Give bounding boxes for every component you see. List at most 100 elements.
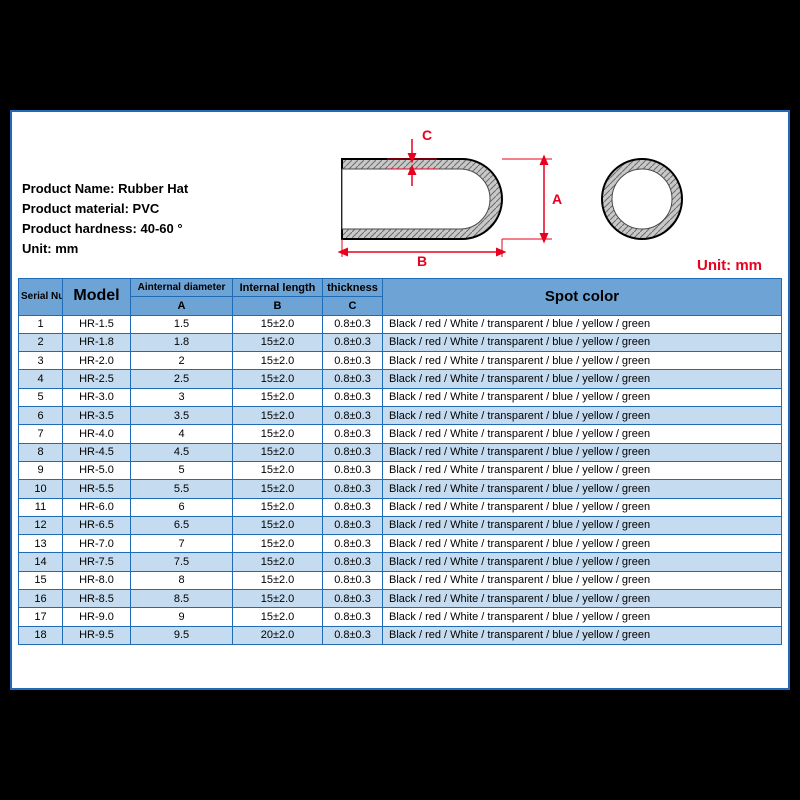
spot-cell: Black / red / White / transparent / blue… — [383, 443, 782, 461]
b-cell: 15±2.0 — [233, 498, 323, 516]
product-name-value: Rubber Hat — [118, 181, 188, 196]
serial-cell: 2 — [19, 333, 63, 351]
serial-cell: 15 — [19, 571, 63, 589]
c-cell: 0.8±0.3 — [323, 590, 383, 608]
spot-cell: Black / red / White / transparent / blue… — [383, 315, 782, 333]
c-cell: 0.8±0.3 — [323, 535, 383, 553]
model-cell: HR-5.5 — [63, 480, 131, 498]
top-section: Product Name: Rubber Hat Product materia… — [18, 118, 782, 278]
product-unit-label: Unit: — [22, 241, 52, 256]
c-cell: 0.8±0.3 — [323, 407, 383, 425]
spot-cell: Black / red / White / transparent / blue… — [383, 608, 782, 626]
a-cell: 4 — [131, 425, 233, 443]
a-cell: 3 — [131, 388, 233, 406]
model-cell: HR-8.5 — [63, 590, 131, 608]
table-row: 7HR-4.0415±2.00.8±0.3Black / red / White… — [19, 425, 782, 443]
b-cell: 15±2.0 — [233, 388, 323, 406]
spot-cell: Black / red / White / transparent / blue… — [383, 425, 782, 443]
spot-cell: Black / red / White / transparent / blue… — [383, 571, 782, 589]
model-cell: HR-6.0 — [63, 498, 131, 516]
c-cell: 0.8±0.3 — [323, 480, 383, 498]
table-row: 18HR-9.59.520±2.00.8±0.3Black / red / Wh… — [19, 626, 782, 644]
a-cell: 7 — [131, 535, 233, 553]
spot-cell: Black / red / White / transparent / blue… — [383, 407, 782, 425]
a-cell: 5.5 — [131, 480, 233, 498]
spot-cell: Black / red / White / transparent / blue… — [383, 461, 782, 479]
model-cell: HR-2.5 — [63, 370, 131, 388]
product-hardness-line: Product hardness: 40-60 ° — [22, 219, 262, 239]
b-cell: 15±2.0 — [233, 352, 323, 370]
b-cell: 15±2.0 — [233, 443, 323, 461]
spot-cell: Black / red / White / transparent / blue… — [383, 333, 782, 351]
b-cell: 15±2.0 — [233, 315, 323, 333]
table-row: 10HR-5.55.515±2.00.8±0.3Black / red / Wh… — [19, 480, 782, 498]
c-cell: 0.8±0.3 — [323, 388, 383, 406]
diagram-unit-label: Unit: mm — [697, 257, 762, 274]
model-cell: HR-1.8 — [63, 333, 131, 351]
table-row: 16HR-8.58.515±2.00.8±0.3Black / red / Wh… — [19, 590, 782, 608]
serial-cell: 1 — [19, 315, 63, 333]
spot-cell: Black / red / White / transparent / blue… — [383, 516, 782, 534]
c-cell: 0.8±0.3 — [323, 571, 383, 589]
spec-sheet: Product Name: Rubber Hat Product materia… — [10, 110, 790, 690]
spot-cell: Black / red / White / transparent / blue… — [383, 480, 782, 498]
product-material-line: Product material: PVC — [22, 199, 262, 219]
c-cell: 0.8±0.3 — [323, 443, 383, 461]
serial-cell: 5 — [19, 388, 63, 406]
c-cell: 0.8±0.3 — [323, 626, 383, 644]
model-cell: HR-1.5 — [63, 315, 131, 333]
spot-cell: Black / red / White / transparent / blue… — [383, 352, 782, 370]
serial-cell: 16 — [19, 590, 63, 608]
th-a: Ainternal diameter — [131, 279, 233, 297]
th-c-sub: C — [323, 297, 383, 315]
a-cell: 3.5 — [131, 407, 233, 425]
serial-cell: 6 — [19, 407, 63, 425]
th-a-sub: A — [131, 297, 233, 315]
c-cell: 0.8±0.3 — [323, 333, 383, 351]
a-cell: 1.8 — [131, 333, 233, 351]
c-cell: 0.8±0.3 — [323, 553, 383, 571]
a-cell: 5 — [131, 461, 233, 479]
c-cell: 0.8±0.3 — [323, 516, 383, 534]
serial-cell: 11 — [19, 498, 63, 516]
b-cell: 15±2.0 — [233, 370, 323, 388]
c-cell: 0.8±0.3 — [323, 315, 383, 333]
model-cell: HR-6.5 — [63, 516, 131, 534]
table-row: 14HR-7.57.515±2.00.8±0.3Black / red / Wh… — [19, 553, 782, 571]
table-row: 15HR-8.0815±2.00.8±0.3Black / red / Whit… — [19, 571, 782, 589]
model-cell: HR-2.0 — [63, 352, 131, 370]
b-cell: 15±2.0 — [233, 516, 323, 534]
table-row: 13HR-7.0715±2.00.8±0.3Black / red / Whit… — [19, 535, 782, 553]
b-cell: 20±2.0 — [233, 626, 323, 644]
model-cell: HR-7.0 — [63, 535, 131, 553]
b-cell: 15±2.0 — [233, 333, 323, 351]
spot-cell: Black / red / White / transparent / blue… — [383, 370, 782, 388]
a-cell: 9.5 — [131, 626, 233, 644]
dimension-diagram: C B A — [262, 124, 782, 274]
c-cell: 0.8±0.3 — [323, 425, 383, 443]
spot-cell: Black / red / White / transparent / blue… — [383, 498, 782, 516]
table-row: 12HR-6.56.515±2.00.8±0.3Black / red / Wh… — [19, 516, 782, 534]
b-cell: 15±2.0 — [233, 480, 323, 498]
product-unit-value: mm — [55, 241, 78, 256]
c-cell: 0.8±0.3 — [323, 498, 383, 516]
product-material-label: Product material: — [22, 201, 129, 216]
serial-cell: 4 — [19, 370, 63, 388]
b-cell: 15±2.0 — [233, 571, 323, 589]
model-cell: HR-5.0 — [63, 461, 131, 479]
table-row: 3HR-2.0215±2.00.8±0.3Black / red / White… — [19, 352, 782, 370]
th-b-sub: B — [233, 297, 323, 315]
table-row: 6HR-3.53.515±2.00.8±0.3Black / red / Whi… — [19, 407, 782, 425]
serial-cell: 3 — [19, 352, 63, 370]
spot-cell: Black / red / White / transparent / blue… — [383, 626, 782, 644]
serial-cell: 13 — [19, 535, 63, 553]
table-row: 9HR-5.0515±2.00.8±0.3Black / red / White… — [19, 461, 782, 479]
a-cell: 8.5 — [131, 590, 233, 608]
dim-a-label: A — [552, 191, 562, 207]
c-cell: 0.8±0.3 — [323, 461, 383, 479]
a-cell: 9 — [131, 608, 233, 626]
spec-table-body: 1HR-1.51.515±2.00.8±0.3Black / red / Whi… — [19, 315, 782, 644]
th-serial: Serial Number — [19, 279, 63, 316]
model-cell: HR-7.5 — [63, 553, 131, 571]
th-b: Internal length — [233, 279, 323, 297]
